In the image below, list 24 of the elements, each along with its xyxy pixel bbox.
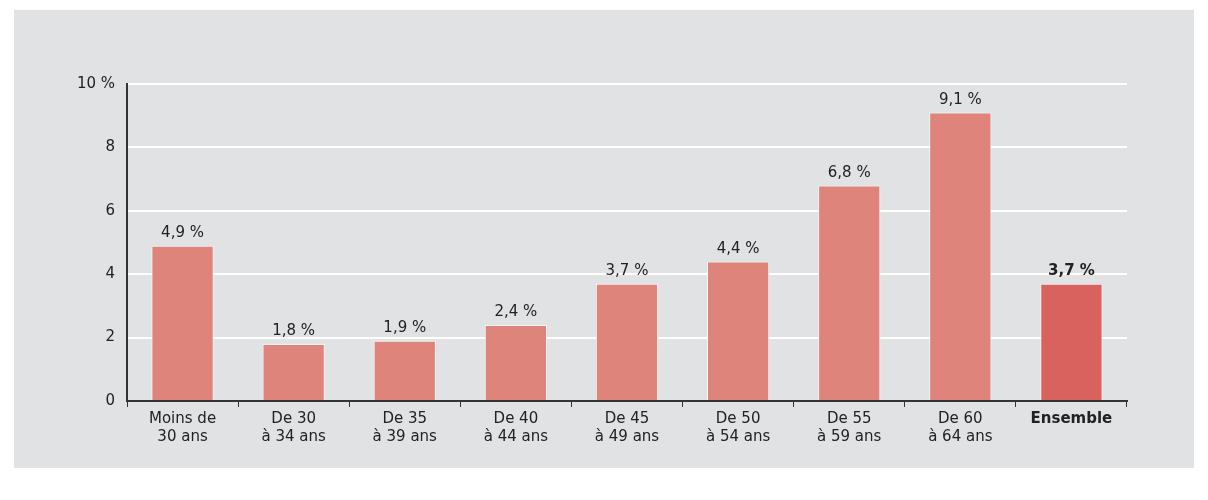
y-tick-label: 2 — [105, 327, 115, 346]
data-label: 2,4 % — [494, 302, 538, 321]
x-tick-label: De 35 à 39 ans — [372, 408, 438, 445]
y-tick-label: 0 — [105, 390, 115, 409]
data-label: 4,4 % — [716, 238, 760, 257]
x-tick-label: Moins de 30 ans — [148, 408, 217, 445]
x-tick-label: De 55 à 59 ans — [817, 408, 882, 445]
data-label: 4,9 % — [161, 223, 204, 242]
y-tick-label: 4 — [105, 264, 115, 283]
x-tick-label: Ensemble — [1030, 408, 1113, 427]
data-label: 3,7 % — [605, 261, 649, 280]
data-label: 9,1 % — [938, 89, 982, 108]
data-label: 6,8 % — [827, 162, 871, 181]
y-tick-label: 10 % — [76, 73, 115, 92]
data-label: 1,9 % — [383, 318, 427, 337]
y-tick-label: 6 — [105, 200, 115, 219]
x-tick-label: De 60 à 64 ans — [928, 408, 993, 445]
x-tick-label: De 40 à 44 ans — [483, 408, 549, 445]
x-tick-label: De 30 à 34 ans — [261, 408, 327, 445]
x-tick-label: De 50 à 54 ans — [705, 408, 771, 445]
x-tick-label: De 45 à 49 ans — [594, 408, 660, 445]
y-tick-label: 8 — [105, 137, 115, 156]
data-label: 3,7 % — [1048, 261, 1095, 280]
data-label: 1,8 % — [272, 321, 316, 340]
